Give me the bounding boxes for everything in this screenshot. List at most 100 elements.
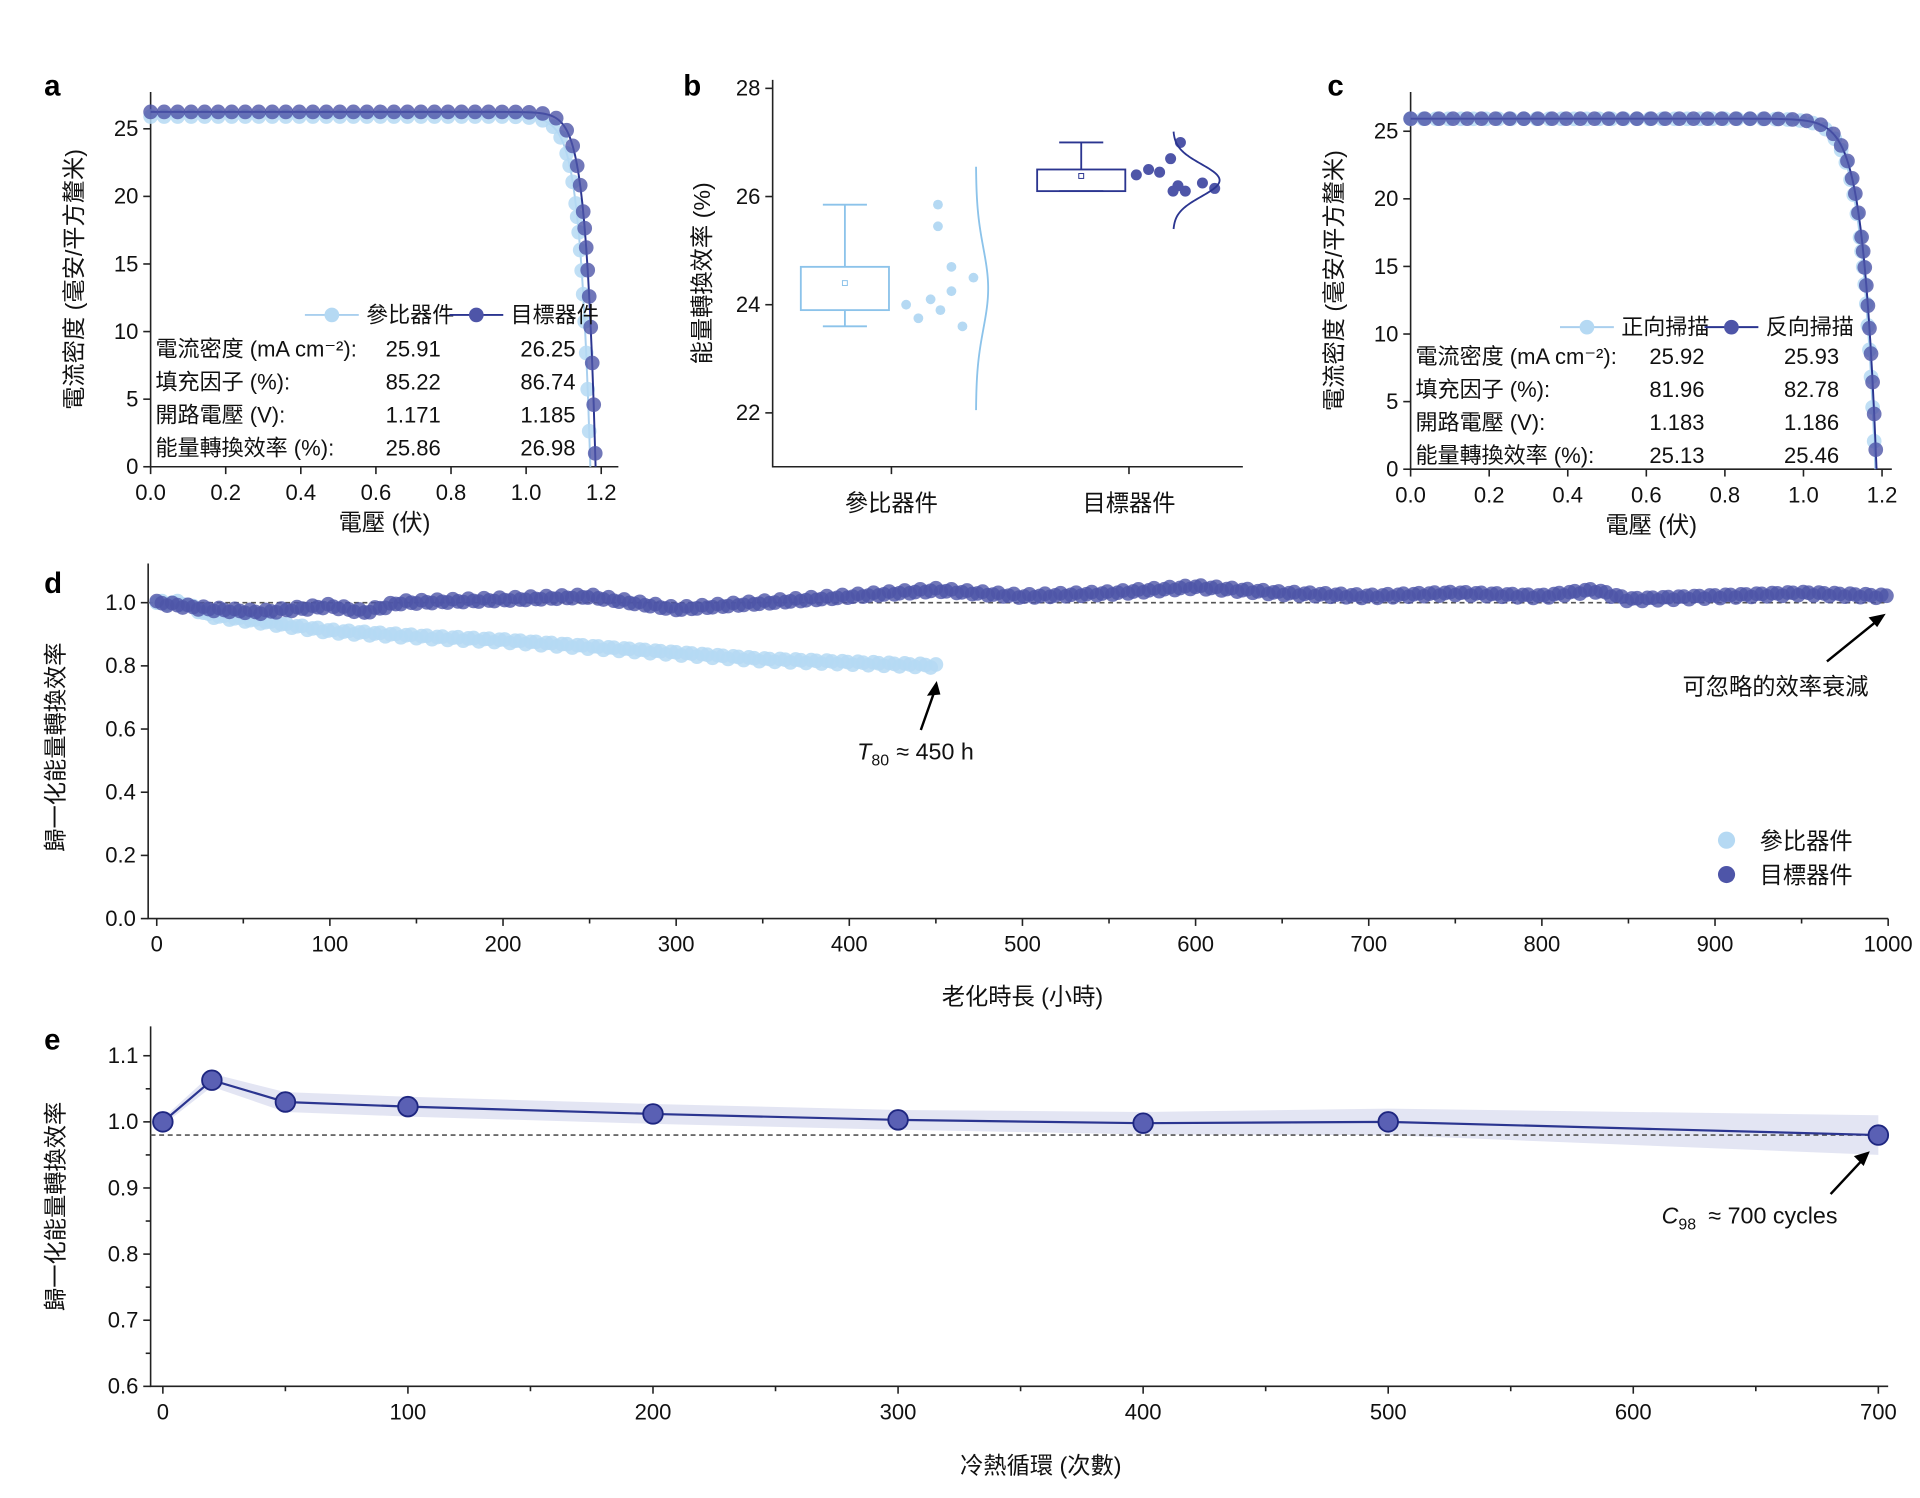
x-tick-label: 400 [831, 932, 868, 957]
category-label: 參比器件 [845, 490, 938, 516]
data-point [1516, 111, 1532, 127]
data-point [1431, 111, 1447, 127]
data-point [1855, 244, 1871, 259]
data-point [481, 104, 496, 120]
legend-label: 參比器件 [366, 302, 454, 327]
table-label: 電流密度 (mA cm⁻²): [1416, 344, 1617, 369]
data-point [197, 104, 213, 120]
data-point [548, 110, 564, 126]
data-point [580, 381, 596, 397]
data-point [968, 272, 979, 283]
data-point [583, 319, 599, 335]
data-point [1377, 1111, 1399, 1133]
data-point [1544, 111, 1560, 127]
data-point [1860, 298, 1876, 313]
data-point [152, 1111, 174, 1133]
legend-marker [468, 307, 484, 323]
legend-marker [1724, 319, 1739, 335]
x-tick-label: 0.6 [361, 480, 392, 505]
data-point [1629, 111, 1645, 127]
data-point [319, 104, 334, 120]
table-value: 1.186 [1784, 410, 1839, 435]
data-point [577, 220, 593, 236]
data-point [928, 657, 944, 672]
data-point [454, 104, 469, 120]
x-tick-label: 1.0 [511, 480, 542, 505]
data-point [1879, 588, 1894, 604]
y-tick-label: 20 [1374, 186, 1399, 211]
legend-label: 參比器件 [1760, 828, 1853, 854]
data-point [1196, 177, 1208, 189]
data-point [1587, 111, 1602, 127]
data-point [1866, 406, 1882, 422]
y-tick-label: 0.9 [108, 1175, 139, 1200]
data-point [1854, 229, 1869, 245]
data-point [201, 1069, 223, 1091]
data-point [1756, 111, 1772, 127]
x-tick-label: 300 [658, 932, 695, 957]
t80-t80_sub: 80 [871, 753, 889, 770]
data-point [278, 104, 294, 120]
data-point [575, 204, 591, 219]
distribution-curve [975, 166, 990, 411]
panel-label-b: b [683, 70, 701, 103]
x-tick-label: 1.0 [1788, 482, 1819, 507]
x-tick-label: 100 [390, 1399, 427, 1424]
y-tick-label: 1.0 [108, 1109, 139, 1134]
x-axis-label: 電壓 (伏) [1605, 512, 1697, 538]
data-point [946, 286, 957, 297]
data-point [400, 104, 415, 120]
data-point [508, 104, 523, 120]
data-point [1601, 111, 1616, 127]
y-tick-label: 0 [126, 454, 138, 479]
data-point [1154, 166, 1166, 178]
data-point [397, 1095, 419, 1118]
table-value: 25.93 [1784, 344, 1839, 369]
table-label: 能量轉換效率 (%): [1416, 443, 1595, 468]
data-point [1530, 111, 1546, 127]
data-point [1840, 153, 1855, 169]
y-tick-label: 25 [114, 116, 139, 141]
data-point [1728, 111, 1744, 127]
data-point [413, 104, 429, 120]
arrow-head [1853, 1151, 1870, 1166]
data-point [581, 423, 597, 439]
x-tick-label: 700 [1350, 932, 1387, 957]
y-axis-label: 電流密度 (毫安/平方釐米) [61, 149, 87, 410]
data-point [581, 289, 597, 304]
data-point [264, 104, 280, 120]
chart-layer: 0.0 0.2 0.4 0.6 0.8 1.0 1.2 0 5 10 15 20 25 電壓 (伏) 電流密… [43, 76, 1913, 1479]
category-label: 目標器件 [1082, 490, 1175, 516]
data-point [1417, 111, 1433, 127]
data-point [1865, 374, 1880, 390]
y-tick-label: 10 [1374, 321, 1399, 346]
table-label: 能量轉換效率 (%): [156, 436, 335, 461]
arrow [1829, 1157, 1865, 1195]
data-point [224, 104, 240, 120]
table-label: 填充因子 (%): [156, 370, 291, 395]
x-tick-label: 300 [880, 1399, 917, 1424]
x-tick-label: 200 [485, 932, 522, 957]
x-axis-label: 電壓 (伏) [339, 509, 431, 535]
x-axis-label: 冷熱循環 (次數) [960, 1452, 1121, 1478]
data-point [642, 1103, 664, 1125]
data-point [572, 177, 588, 193]
legend-label: 正向掃描 [1621, 315, 1709, 340]
table-value: 26.25 [520, 337, 575, 362]
panel-label-c: c [1327, 70, 1343, 103]
axis-e [149, 1026, 1889, 1388]
y-tick-label: 15 [114, 251, 139, 276]
table-label: 電流密度 (mA cm⁻²): [156, 337, 357, 362]
data-point [1868, 442, 1884, 458]
data-point [1179, 185, 1191, 197]
x-tick-label: 200 [635, 1399, 672, 1424]
table-value: 82.78 [1784, 377, 1839, 402]
data-point [1833, 138, 1849, 153]
x-tick-label: 800 [1523, 932, 1560, 957]
data-point [565, 138, 581, 154]
data-point [946, 261, 957, 272]
legend-marker [1579, 319, 1595, 335]
data-point [521, 104, 537, 120]
table-value: 1.183 [1649, 410, 1704, 435]
